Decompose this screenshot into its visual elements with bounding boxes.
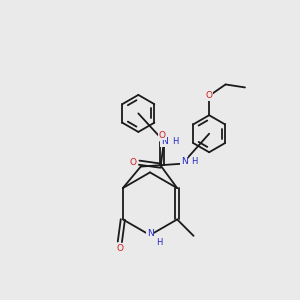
Text: H: H bbox=[156, 238, 162, 247]
Text: N: N bbox=[181, 157, 188, 166]
Text: N: N bbox=[147, 229, 153, 238]
Text: O: O bbox=[206, 91, 213, 100]
Text: O: O bbox=[130, 158, 137, 167]
Text: O: O bbox=[159, 131, 166, 140]
Text: O: O bbox=[116, 244, 123, 253]
Text: H: H bbox=[172, 137, 178, 146]
Text: H: H bbox=[192, 157, 198, 166]
Text: N: N bbox=[161, 137, 168, 146]
